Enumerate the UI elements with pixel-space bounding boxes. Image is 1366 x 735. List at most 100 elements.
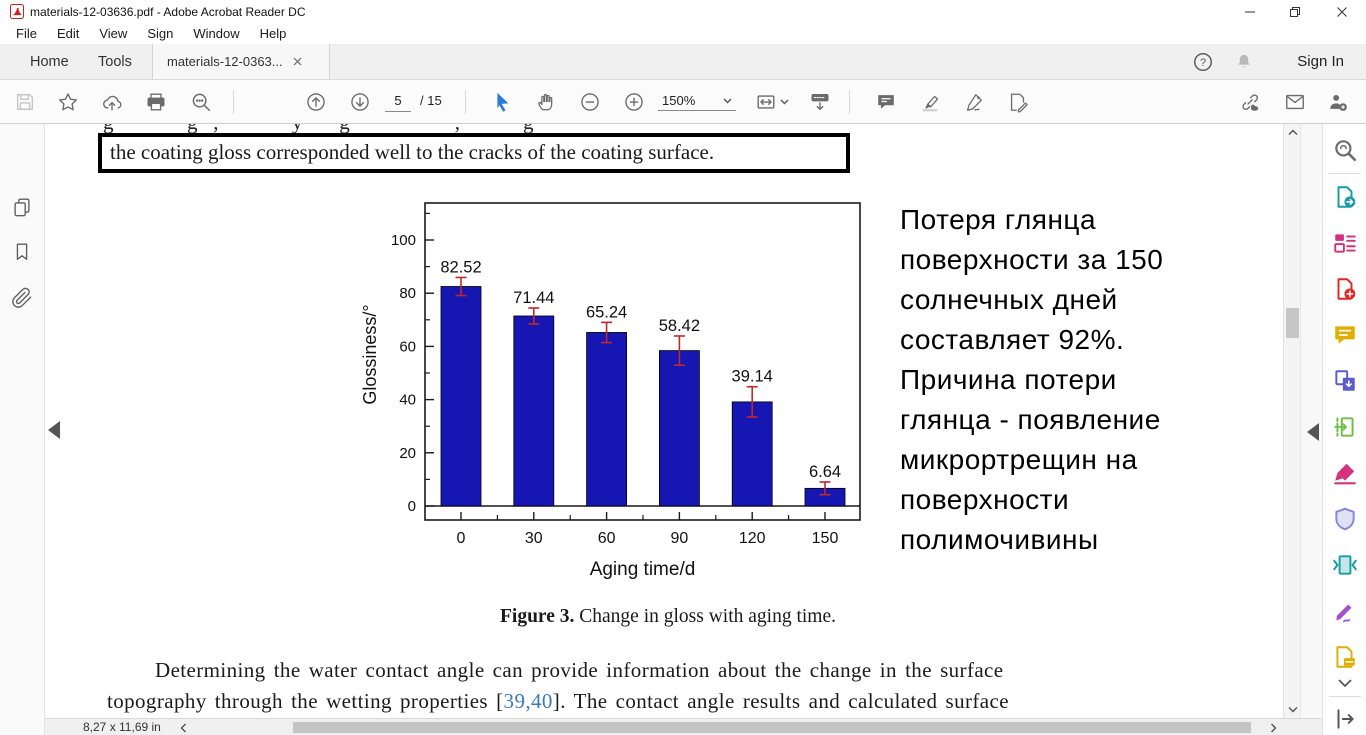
tool-scan-ocr-icon[interactable] [1332, 414, 1358, 440]
svg-text:80: 80 [399, 285, 416, 302]
menu-sign[interactable]: Sign [147, 26, 174, 41]
share-link-icon[interactable] [1239, 91, 1261, 113]
vertical-scrollbar[interactable] [1283, 124, 1300, 718]
svg-text:Aging time/d: Aging time/d [590, 559, 696, 580]
help-icon[interactable]: ? [1192, 51, 1214, 73]
toolbar-separator [849, 90, 850, 114]
minimize-icon[interactable] [1233, 0, 1267, 23]
reading-mode-icon[interactable] [809, 91, 831, 113]
menu-window[interactable]: Window [193, 26, 240, 41]
titlebar: materials-12-03636.pdf - Adobe Acrobat R… [0, 0, 1366, 23]
zoom-out-icon[interactable] [579, 91, 601, 113]
menu-help[interactable]: Help [259, 26, 287, 41]
tool-organize-pages-icon[interactable] [1332, 230, 1358, 256]
scroll-left-icon[interactable] [177, 722, 189, 733]
highlight-tool-icon[interactable] [919, 91, 941, 113]
zoom-caret-icon [723, 98, 732, 104]
svg-text:58.42: 58.42 [659, 317, 700, 335]
scroll-down-icon[interactable] [1288, 706, 1298, 713]
save-icon[interactable] [14, 91, 36, 113]
svg-text:0: 0 [408, 498, 416, 515]
left-rail [0, 124, 45, 735]
tab-document[interactable]: materials-12-0363... [152, 44, 330, 79]
page-thumbnails-icon[interactable] [11, 196, 33, 218]
svg-text:0: 0 [457, 530, 466, 547]
tabbar: Home Tools materials-12-0363... ? Sign I… [0, 44, 1366, 80]
select-tool-icon[interactable] [491, 91, 513, 113]
svg-text:150: 150 [812, 530, 839, 547]
star-favorites-icon[interactable] [57, 91, 79, 113]
tab-home[interactable]: Home [30, 54, 69, 70]
zoom-level-dropdown[interactable]: 150% [658, 91, 736, 111]
svg-text:60: 60 [598, 530, 616, 547]
svg-text:60: 60 [399, 338, 416, 355]
scroll-up-icon[interactable] [1288, 129, 1298, 136]
zoom-level-value: 150% [662, 93, 696, 108]
tool-comment-icon[interactable] [1332, 322, 1358, 348]
tool-prepare-form-icon[interactable] [1332, 644, 1358, 670]
citation-link[interactable]: 39,40 [503, 689, 553, 713]
tool-redact-icon[interactable] [1332, 460, 1358, 486]
svg-text:?: ? [1200, 57, 1206, 69]
svg-text:82.52: 82.52 [440, 258, 481, 276]
status-bar: 8,27 x 11,69 in [45, 718, 1322, 735]
search-tools-icon[interactable] [1332, 137, 1358, 163]
tab-close-icon[interactable] [293, 57, 302, 66]
svg-text:100: 100 [391, 232, 416, 249]
print-icon[interactable] [145, 91, 167, 113]
more-tools-chevron-icon[interactable] [1332, 676, 1358, 690]
email-icon[interactable] [1284, 91, 1306, 113]
panel-divider [1329, 173, 1361, 174]
tool-export-pdf-icon[interactable] [1332, 184, 1358, 210]
tool-create-pdf-icon[interactable] [1332, 276, 1358, 302]
svg-text:39.14: 39.14 [732, 368, 773, 386]
panel-divider [1329, 696, 1361, 697]
fit-width-icon[interactable] [755, 91, 777, 113]
menu-edit[interactable]: Edit [56, 26, 80, 41]
window-title: materials-12-03636.pdf - Adobe Acrobat R… [30, 4, 306, 19]
tools-panel-strip [1300, 124, 1322, 735]
body-text: topography through the wetting propertie… [107, 689, 504, 713]
sign-in-button[interactable]: Sign In [1297, 53, 1344, 70]
tool-combine-files-icon[interactable] [1332, 368, 1358, 394]
page-down-icon[interactable] [349, 91, 371, 113]
page-up-icon[interactable] [305, 91, 327, 113]
restore-icon[interactable] [1278, 0, 1312, 23]
send-for-signature-icon[interactable] [1327, 91, 1349, 113]
menu-file[interactable]: File [16, 26, 37, 41]
page-size-label: 8,27 x 11,69 in [83, 720, 161, 734]
share-cloud-icon[interactable] [101, 91, 123, 113]
close-icon[interactable] [1325, 0, 1359, 23]
svg-text:90: 90 [671, 530, 689, 547]
fit-caret-icon[interactable] [779, 91, 789, 113]
search-icon[interactable] [190, 91, 212, 113]
tool-fill-and-sign-icon[interactable] [1332, 598, 1358, 624]
annotation-russian: Потеря глянца поверхности за 150 солнечн… [900, 204, 1164, 555]
bookmarks-icon[interactable] [11, 241, 33, 263]
sign-tool-icon[interactable] [963, 91, 985, 113]
gloss-bar-chart: 0 20 40 60 80 100 0 82.52 30 71.44 60 65.24 90 58.42 1… [360, 202, 861, 580]
tab-document-label: materials-12-0363... [167, 54, 283, 69]
menu-view[interactable]: View [99, 26, 128, 41]
page-number-input[interactable]: 5 [385, 91, 411, 112]
vertical-scrollbar-thumb[interactable] [1286, 308, 1299, 338]
comment-tool-icon[interactable] [875, 91, 897, 113]
svg-text:30: 30 [525, 530, 543, 547]
toolbar: 5 / 15 150% [0, 80, 1366, 124]
tool-compress-pdf-icon[interactable] [1332, 552, 1358, 578]
open-tools-panel-icon[interactable] [1332, 706, 1358, 732]
expand-panel-arrow-icon[interactable] [1307, 423, 1319, 441]
notifications-bell-icon[interactable] [1234, 52, 1254, 72]
horizontal-scrollbar-thumb[interactable] [293, 722, 1251, 733]
attachments-icon[interactable] [11, 287, 33, 309]
zoom-in-icon[interactable] [623, 91, 645, 113]
figure-caption-label: Figure 3. [500, 606, 575, 627]
tool-protect-icon[interactable] [1332, 506, 1358, 532]
custom-tool-icon[interactable] [1007, 91, 1029, 113]
acrobat-pdf-icon [10, 4, 24, 19]
scroll-right-icon[interactable] [1267, 722, 1279, 733]
hand-tool-icon[interactable] [535, 91, 557, 113]
previous-page-arrow-icon[interactable] [48, 421, 60, 439]
tab-tools[interactable]: Tools [98, 54, 132, 70]
